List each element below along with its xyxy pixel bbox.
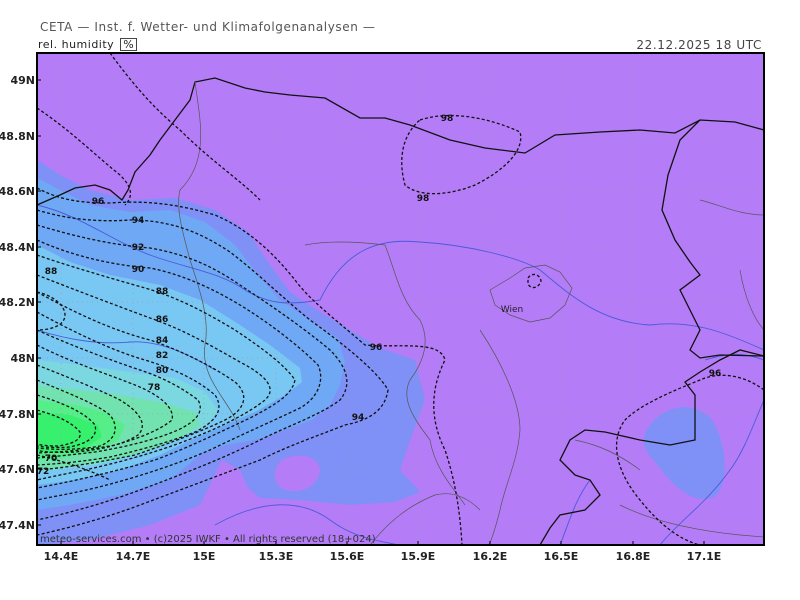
rivers xyxy=(37,204,764,545)
contour-label: 96 xyxy=(709,369,722,379)
parameter-name: rel. humidity xyxy=(38,38,115,51)
lat-label: 47.4N xyxy=(0,519,35,532)
lat-label: 48N xyxy=(10,352,35,365)
lon-label: 17.1E xyxy=(687,550,722,563)
contour-labels: 98 98 96 96 96 94 94 92 90 88 88 86 84 8… xyxy=(37,114,722,477)
longitude-labels: 14.4E 14.7E 15E 15.3E 15.6E 15.9E 16.2E … xyxy=(44,550,722,563)
latitude-labels: 49N 48.8N 48.6N 48.4N 48.2N 48N 47.8N 47… xyxy=(0,74,35,532)
lon-label: 16.5E xyxy=(544,550,579,563)
lat-label: 47.8N xyxy=(0,408,35,421)
contour-label: 96 xyxy=(92,197,105,207)
contour-label: 98 xyxy=(441,114,454,124)
lon-label: 15E xyxy=(193,550,216,563)
contour-label: 82 xyxy=(156,351,169,361)
valid-time: 22.12.2025 18 UTC xyxy=(636,38,762,52)
contour-label: 80 xyxy=(156,366,169,376)
contour-label: 92 xyxy=(132,243,145,253)
lat-label: 47.6N xyxy=(0,463,35,476)
country-borders xyxy=(37,77,764,545)
lat-label: 48.4N xyxy=(0,241,35,254)
lon-label: 16.8E xyxy=(616,550,651,563)
graticule xyxy=(37,53,764,545)
rh-band-lt-72 xyxy=(37,412,102,452)
lon-label: 15.3E xyxy=(259,550,294,563)
contour-label: 96 xyxy=(370,343,383,353)
isohume-lines xyxy=(37,53,764,545)
contour-label: 78 xyxy=(148,383,161,393)
contour-label: 98 xyxy=(417,194,430,204)
axis-ticks xyxy=(37,79,705,545)
contour-label: 88 xyxy=(156,287,169,297)
map-frame xyxy=(36,52,765,546)
lon-label: 15.6E xyxy=(330,550,365,563)
contour-label: 88 xyxy=(45,267,58,277)
contour-label: 94 xyxy=(132,216,145,226)
copyright-text: meteo-services.com • (c)2025 IWKF • All … xyxy=(40,534,376,545)
lon-label: 14.4E xyxy=(44,550,79,563)
contour-label: 84 xyxy=(156,336,169,346)
lon-label: 14.7E xyxy=(116,550,151,563)
rh-band-92-96-east xyxy=(643,407,725,500)
parameter-label: rel. humidity % xyxy=(38,38,138,51)
contour-label: 72 xyxy=(37,467,50,477)
contour-label: 90 xyxy=(132,265,145,275)
rh-band-96-south-blob xyxy=(274,455,320,492)
chart-title: CETA — Inst. f. Wetter- und Klimafolgena… xyxy=(40,20,376,34)
lon-label: 15.9E xyxy=(401,550,436,563)
city-label-wien: Wien xyxy=(501,305,523,315)
contour-label: 86 xyxy=(156,315,169,325)
lat-label: 48.8N xyxy=(0,130,35,143)
unit-box: % xyxy=(120,38,138,51)
state-borders xyxy=(178,81,764,545)
lat-label: 49N xyxy=(10,74,35,87)
contour-label: 94 xyxy=(352,413,365,423)
map-field: 98 98 96 96 96 94 94 92 90 88 88 86 84 8… xyxy=(37,53,764,545)
lat-label: 48.6N xyxy=(0,185,35,198)
lat-label: 48.2N xyxy=(0,296,35,309)
lon-label: 16.2E xyxy=(473,550,508,563)
contour-label: 70 xyxy=(45,454,58,464)
